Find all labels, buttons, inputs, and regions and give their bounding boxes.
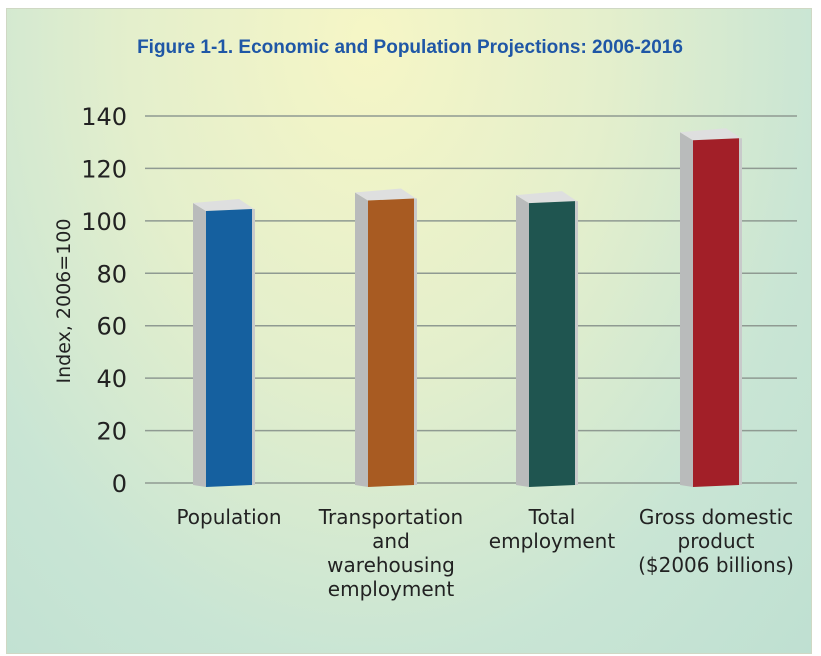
- bar-top-1: [355, 188, 416, 201]
- bar-side-0: [193, 202, 206, 487]
- bar-top-2: [516, 191, 577, 204]
- category-label-2: Total employment: [489, 505, 616, 553]
- y-tick-120: 120: [81, 155, 127, 183]
- bar-front-1: [368, 198, 414, 487]
- bar-side-1: [355, 192, 368, 487]
- bar-front-3: [693, 138, 739, 487]
- y-tick-20: 20: [96, 418, 127, 446]
- bar-rim-1: [414, 198, 417, 485]
- bar-rim-2: [575, 201, 578, 485]
- bar-front-0: [206, 208, 252, 487]
- bar-chart: 0 20 40 60 80 100 120 140 Population Transportat…: [53, 103, 797, 601]
- category-label-1: Transportation and warehousing employment: [318, 505, 463, 601]
- y-tick-40: 40: [96, 365, 127, 393]
- bar-rim-3: [739, 138, 742, 485]
- bar-top-3: [680, 128, 741, 141]
- bar-top-0: [193, 198, 254, 211]
- category-label-3: Gross domestic product ($2006 billions): [638, 505, 794, 577]
- bar-1: [355, 188, 417, 487]
- bar-rim-0: [252, 208, 255, 485]
- bar-0: [193, 198, 255, 487]
- y-tick-labels: 0 20 40 60 80 100 120 140: [81, 103, 127, 498]
- y-axis-label: Index, 2006=100: [53, 219, 75, 384]
- bar-3: [680, 128, 742, 487]
- bar-side-3: [680, 132, 693, 487]
- y-tick-0: 0: [112, 470, 127, 498]
- y-tick-60: 60: [96, 313, 127, 341]
- category-label-0: Population: [176, 505, 281, 529]
- bars: [193, 128, 742, 487]
- y-tick-140: 140: [81, 103, 127, 131]
- y-tick-80: 80: [96, 260, 127, 288]
- bar-2: [516, 191, 578, 487]
- chart-title: Figure 1-1. Economic and Population Proj…: [137, 37, 683, 58]
- y-tick-100: 100: [81, 208, 127, 236]
- chart-panel: Figure 1-1. Economic and Population Proj…: [6, 8, 812, 654]
- category-labels: Population Transportation and warehousing em…: [176, 505, 793, 601]
- bar-side-2: [516, 195, 529, 487]
- bar-front-2: [529, 201, 575, 487]
